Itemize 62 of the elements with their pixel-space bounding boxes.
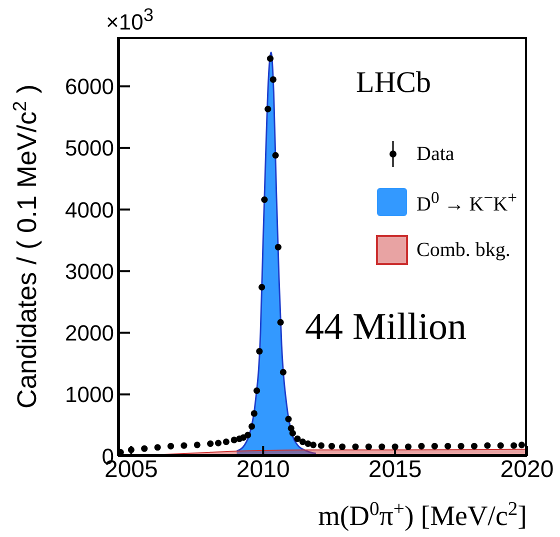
point <box>294 435 301 442</box>
x-tick-label: 2020 <box>500 456 554 484</box>
point <box>431 442 438 450</box>
y-tick-label: 1000 <box>65 382 114 408</box>
point <box>285 416 292 422</box>
point <box>378 443 386 450</box>
point <box>484 442 491 449</box>
legend-label: Data <box>416 142 454 166</box>
point <box>250 410 258 417</box>
point <box>518 442 526 448</box>
point <box>444 442 452 450</box>
point <box>207 440 214 447</box>
x-tick-label: 2010 <box>236 456 290 484</box>
point <box>244 432 252 438</box>
point <box>338 443 346 450</box>
point <box>180 442 188 449</box>
point <box>222 438 230 446</box>
point <box>154 444 161 451</box>
point <box>264 106 272 112</box>
y-tick-label: 6000 <box>65 74 114 100</box>
point <box>497 442 504 449</box>
legend-label: D$^{0}$ → K$^{−}$K$^{+}$ <box>416 188 517 216</box>
point <box>270 76 276 83</box>
legend-label: Comb. bkg. <box>416 238 510 262</box>
point <box>470 442 478 450</box>
x-axis-title: m(D$^{0}$π$^{+}$) [MeV/c$^{2}$] <box>318 498 527 532</box>
y-tick-label: 4000 <box>65 197 114 222</box>
annotation: LHCb <box>356 66 431 99</box>
point <box>214 440 222 446</box>
point <box>510 442 518 449</box>
point <box>310 442 317 448</box>
point <box>194 442 200 448</box>
point <box>289 430 296 436</box>
point <box>404 443 412 450</box>
annotation: 44 Million <box>305 306 467 348</box>
point <box>274 244 282 250</box>
x-tick-label: 2015 <box>368 456 422 484</box>
point <box>299 438 306 446</box>
point <box>328 442 336 450</box>
point <box>128 446 134 454</box>
point <box>458 442 464 450</box>
y-tick-label: 3000 <box>65 258 114 284</box>
point <box>258 284 266 290</box>
text: ×10$^{3}$ <box>106 4 154 34</box>
point <box>272 152 279 159</box>
point <box>141 445 148 452</box>
point <box>266 55 274 62</box>
point <box>230 436 238 444</box>
y-tick-label: 5000 <box>65 136 114 161</box>
point <box>277 318 284 326</box>
point <box>253 387 260 394</box>
y-tick-label: 2000 <box>65 320 114 346</box>
point <box>392 443 398 450</box>
point <box>261 196 268 203</box>
point <box>318 442 324 449</box>
point <box>167 442 174 450</box>
point <box>365 443 372 450</box>
point <box>256 348 263 355</box>
point <box>248 423 256 430</box>
point <box>280 368 286 376</box>
point <box>352 443 359 450</box>
point <box>418 442 425 450</box>
